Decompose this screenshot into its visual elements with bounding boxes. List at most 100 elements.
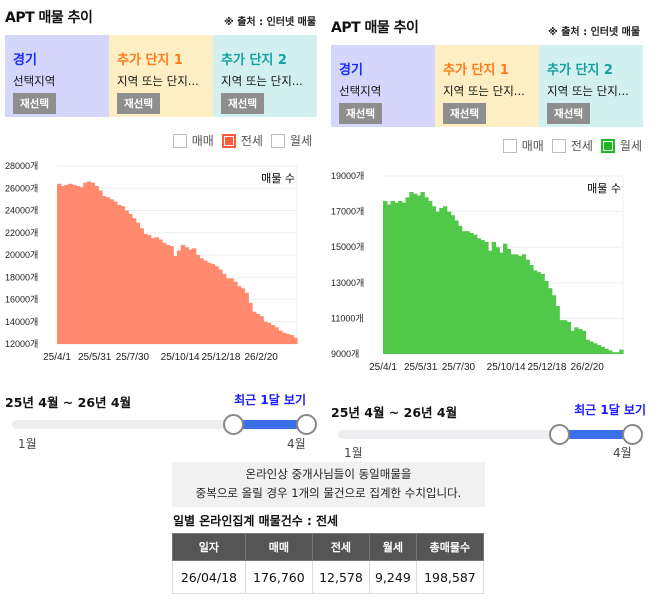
y-tick-label: 16000개 (5, 295, 38, 305)
checkbox-icon[interactable] (551, 138, 566, 153)
recent-month-link[interactable]: 최근 1달 보기 (234, 393, 306, 407)
slider-start-handle[interactable] (222, 414, 244, 435)
legend-label: 월세 (619, 139, 642, 153)
region-card: 추가 단지 2 지역 또는 단지... 재선택 (539, 45, 643, 127)
data-bar (615, 352, 620, 354)
data-bar (117, 204, 122, 344)
data-bar (405, 197, 410, 354)
legend-toggle[interactable]: 전세 (221, 132, 263, 149)
region-selector: 경기 선택지역 재선택 추가 단지 1 지역 또는 단지... 재선택 추가 단… (331, 45, 643, 127)
slider-selected-range (232, 420, 306, 429)
data-bar (551, 295, 557, 354)
data-bar (611, 352, 617, 354)
data-bar (162, 242, 167, 344)
data-bar (386, 204, 392, 354)
slider-min-label: 1월 (18, 437, 37, 451)
data-bar (529, 265, 534, 354)
data-bar (255, 313, 261, 344)
data-bar (207, 262, 212, 344)
data-bar (289, 335, 294, 344)
data-bar (450, 215, 455, 354)
data-bar (237, 286, 242, 344)
range-label: 25년 4월 ~ 26년 4월 (331, 405, 458, 420)
slider-end-handle[interactable] (296, 414, 317, 435)
legend-toggle[interactable]: 매매 (172, 132, 214, 149)
data-bar (431, 206, 437, 354)
data-bar (488, 250, 493, 354)
range-slider[interactable] (12, 414, 317, 435)
panel-wolse: APT 매물 추이 ※ 출처 : 인터넷 매물 경기 선택지역 재선택 추가 단… (326, 10, 660, 480)
data-bar (458, 225, 463, 354)
data-bar (165, 244, 171, 344)
data-bar (424, 197, 429, 354)
checkbox-icon[interactable] (502, 138, 517, 153)
y-tick-label: 11000개 (331, 313, 364, 323)
checkbox-icon[interactable] (221, 133, 236, 148)
table-row: 26/04/18 176,760 12,578 9,249 198,587 (172, 560, 485, 594)
data-bar (563, 320, 568, 354)
y-tick-label: 18000개 (5, 272, 38, 282)
data-bar (570, 330, 575, 354)
data-bar (259, 316, 264, 344)
y-tick-label: 24000개 (5, 206, 38, 216)
recent-month-link[interactable]: 최근 1달 보기 (574, 403, 646, 417)
region-sub: 선택지역 (13, 74, 56, 88)
region-card: 경기 선택지역 재선택 (5, 35, 109, 117)
data-bar (484, 241, 489, 354)
x-tick-label: 25/4/1 (369, 362, 397, 373)
legend-toggle[interactable]: 매매 (502, 137, 544, 154)
data-bar (210, 263, 216, 344)
data-bar (491, 241, 497, 354)
data-bar (218, 269, 223, 344)
range-slider[interactable] (338, 424, 643, 445)
data-bar (544, 281, 549, 354)
notice-line: 중복으로 올릴 경우 1개의 물건으로 집계한 수치입니다. (195, 486, 462, 500)
data-bar (525, 259, 530, 354)
region-sub: 지역 또는 단지... (117, 74, 199, 88)
data-bar (278, 330, 283, 344)
region-name: 경기 (339, 63, 363, 78)
data-bar (589, 341, 594, 354)
data-bar (608, 350, 613, 354)
legend-toggle[interactable]: 월세 (270, 132, 312, 149)
checkbox-icon[interactable] (270, 133, 285, 148)
data-bar (120, 206, 126, 344)
data-bar (252, 311, 257, 344)
legend-toggle[interactable]: 월세 (600, 137, 642, 154)
reselect-button[interactable]: 재선택 (547, 103, 590, 124)
y-tick-label: 22000개 (5, 228, 38, 238)
data-bar (229, 278, 234, 344)
data-bar (510, 254, 515, 354)
reselect-button[interactable]: 재선택 (13, 93, 56, 114)
x-tick-label: 25/4/1 (43, 352, 71, 363)
legend-toggle[interactable]: 전세 (551, 137, 593, 154)
x-tick-label: 25/7/30 (116, 352, 150, 363)
data-bar (173, 256, 178, 344)
reselect-button[interactable]: 재선택 (117, 93, 160, 114)
slider-end-handle[interactable] (622, 424, 643, 445)
region-name: 추가 단지 1 (117, 53, 183, 68)
data-bar (593, 343, 598, 354)
data-bar (199, 258, 204, 344)
col-sale: 매매 (244, 533, 313, 561)
reselect-button[interactable]: 재선택 (339, 103, 382, 124)
data-bar (435, 211, 440, 354)
range-label: 25년 4월 ~ 26년 4월 (5, 395, 132, 410)
reselect-button[interactable]: 재선택 (221, 93, 264, 114)
x-tick-label: 26/2/20 (245, 352, 279, 363)
data-bar (135, 222, 141, 344)
y-tick-label: 20000개 (5, 250, 38, 260)
region-sub: 지역 또는 단지... (221, 74, 303, 88)
checkbox-icon[interactable] (172, 133, 187, 148)
legend-label: 매매 (521, 139, 544, 153)
reselect-button[interactable]: 재선택 (443, 103, 486, 124)
data-bar (585, 339, 590, 354)
source-note: ※ 출처 : 인터넷 매물 (548, 27, 641, 38)
data-bar (581, 330, 587, 354)
data-bar (113, 201, 118, 344)
data-bar (401, 202, 407, 354)
data-bar (244, 292, 249, 344)
checkbox-icon[interactable] (600, 138, 615, 153)
slider-start-handle[interactable] (548, 424, 570, 445)
data-bar (514, 254, 519, 354)
